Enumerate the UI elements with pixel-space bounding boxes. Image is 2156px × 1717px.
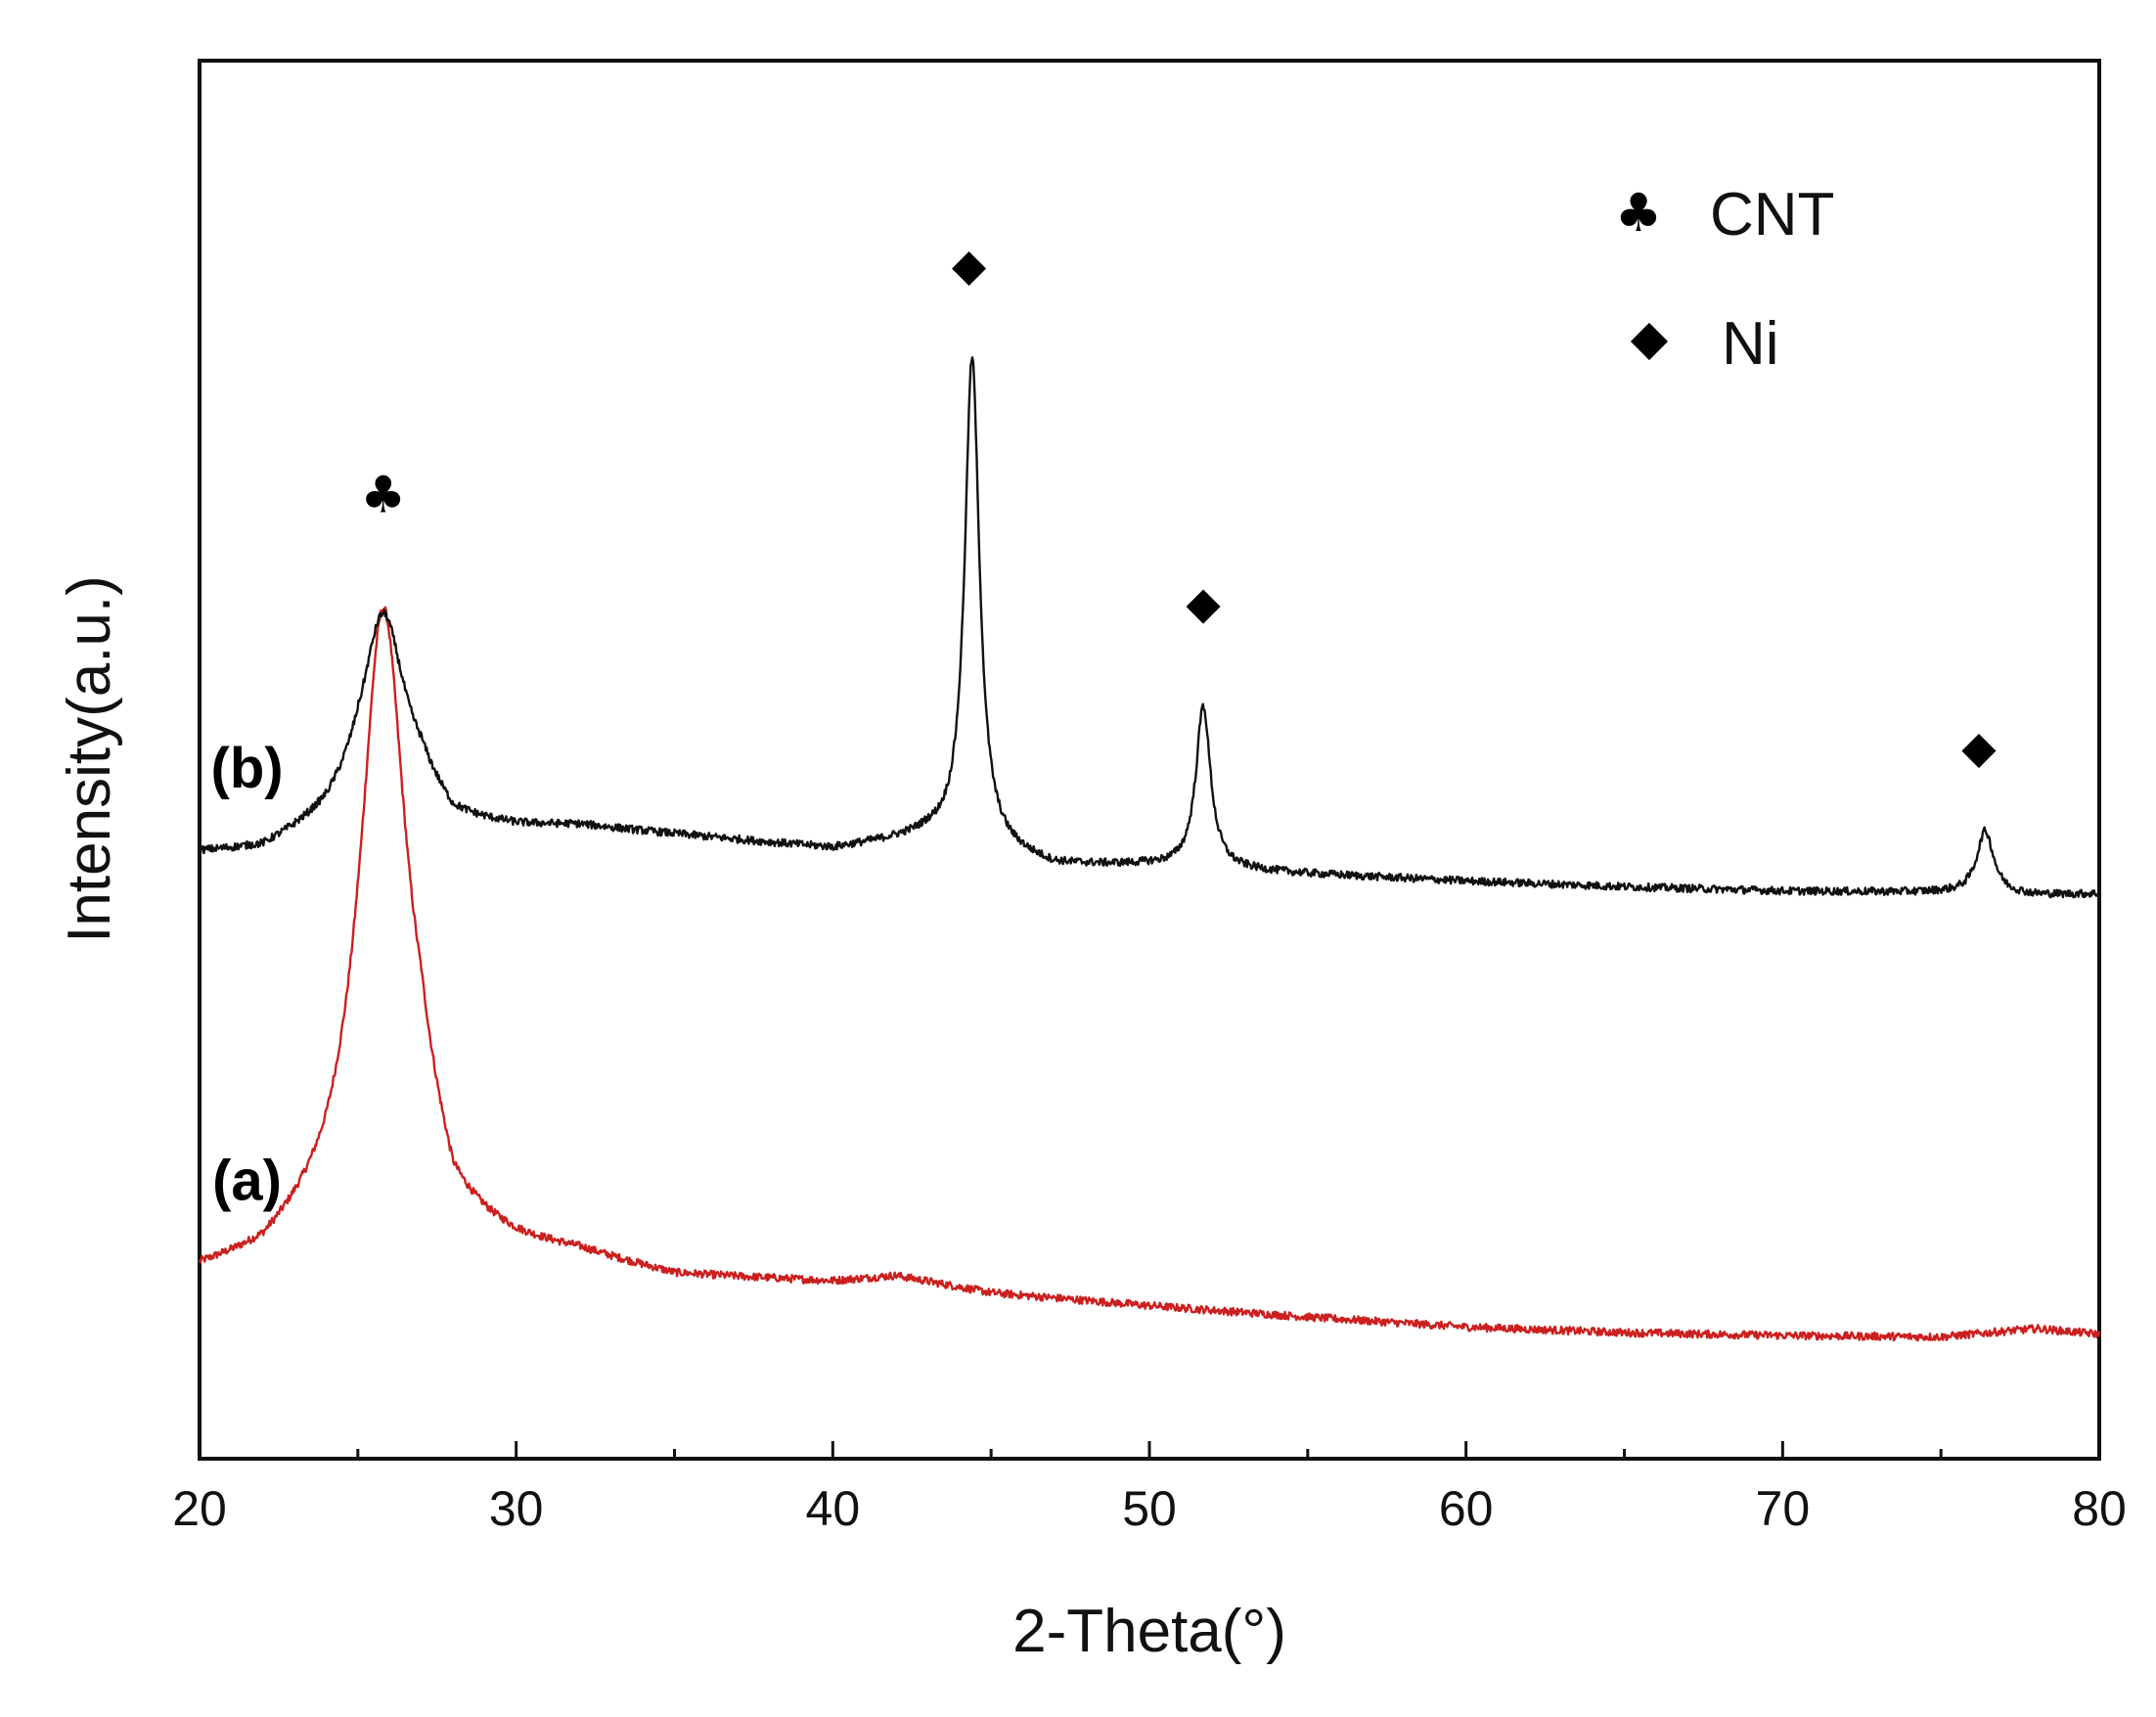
plot-frame [198, 59, 2101, 1461]
series-line-b [199, 356, 2101, 899]
x-axis-title: 2-Theta(°) [1012, 1598, 1286, 1665]
series-line-a [198, 606, 2101, 1342]
club-icon: ♣ [360, 467, 406, 525]
x-tick-label-20: 20 [172, 1481, 227, 1536]
diamond-icon: ◆ [1961, 720, 1997, 773]
legend-diamond-icon: ◆ [1631, 309, 1669, 366]
diamond-icon: ◆ [1186, 576, 1221, 629]
diamond-icon: ◆ [952, 238, 987, 291]
x-tick-label-30: 30 [489, 1481, 544, 1536]
x-tick-label-40: 40 [806, 1481, 861, 1536]
x-tick-label-50: 50 [1122, 1481, 1177, 1536]
x-axis-ticks: 20 30 40 50 60 70 80 [172, 1441, 2127, 1536]
curve-label-b: (b) [211, 737, 284, 800]
legend-club-icon: ♣ [1615, 182, 1662, 244]
legend: ♣ CNT ◆ Ni [1615, 181, 1835, 378]
y-axis-title: Intensity(a.u.) [56, 575, 123, 943]
curve-label-a: (a) [212, 1150, 282, 1213]
x-tick-label-70: 70 [1756, 1481, 1811, 1536]
curves [198, 356, 2101, 1342]
legend-label-ni: Ni [1722, 310, 1779, 378]
peak-markers: ♣ ◆ ◆ ◆ [360, 238, 1997, 773]
x-tick-label-80: 80 [2072, 1481, 2127, 1536]
legend-label-cnt: CNT [1710, 181, 1834, 249]
curve-labels: (b) (a) [211, 737, 284, 1213]
x-tick-label-60: 60 [1439, 1481, 1494, 1536]
plot-area [198, 59, 2101, 1461]
